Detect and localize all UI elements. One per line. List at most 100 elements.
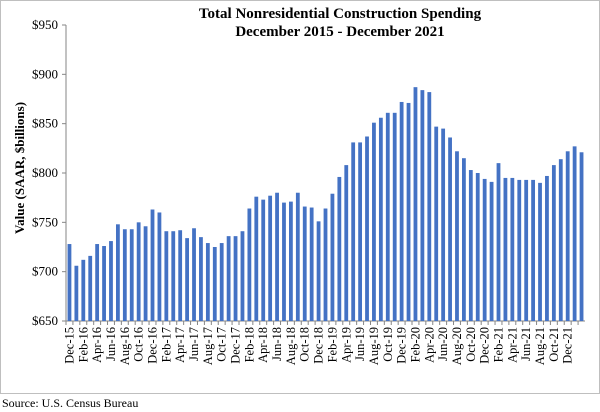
chart-title-line1: Total Nonresidential Construction Spendi…: [198, 6, 482, 22]
bar-Mar-16: [88, 255, 93, 321]
bar-Apr-19: [344, 165, 349, 321]
x-tick-label: Oct-20: [464, 327, 478, 362]
bar-Feb-21: [496, 163, 501, 321]
bar-Feb-17: [164, 231, 169, 321]
bar-May-18: [268, 195, 273, 321]
bar-Mar-20: [420, 90, 425, 322]
bar-Aug-21: [538, 182, 542, 321]
bar-Jul-16: [115, 224, 120, 321]
bar-Oct-20: [468, 170, 473, 321]
bar-Apr-17: [178, 230, 183, 321]
x-tick-label: Jun-21: [519, 327, 533, 361]
x-tick-label: Jun-18: [270, 327, 284, 361]
y-tick-label: $650: [32, 313, 58, 328]
x-tick-label: Apr-18: [256, 327, 270, 363]
x-tick-label: Aug-18: [284, 327, 298, 365]
x-tick-label: Feb-20: [408, 327, 422, 362]
x-tick-label: Apr-17: [173, 327, 187, 363]
bar-May-19: [351, 142, 356, 321]
bar-Mar-18: [254, 196, 259, 321]
bar-undefined: [572, 146, 577, 321]
x-tick-label: Apr-21: [505, 327, 519, 363]
bar-Sep-16: [129, 229, 134, 321]
bar-Nov-19: [392, 112, 397, 322]
y-tick-label: $900: [32, 66, 58, 81]
bar-Jun-20: [441, 128, 446, 321]
bar-Dec-18: [316, 221, 321, 321]
bar-Aug-19: [372, 122, 376, 322]
x-tick-label: Jun-16: [104, 327, 118, 361]
x-tick-label: Oct-17: [215, 327, 229, 362]
x-tick-label: Feb-21: [492, 327, 506, 362]
bar-Aug-18: [288, 201, 293, 321]
x-tick-label: Aug-19: [367, 327, 381, 365]
y-tick-label: $850: [32, 116, 58, 131]
x-tick-label: Dec-18: [312, 327, 326, 364]
x-tick-label: Oct-19: [381, 327, 395, 362]
y-tick-label: $700: [32, 264, 58, 279]
x-tick-label: Dec-21: [561, 327, 575, 364]
bar-Feb-20: [413, 87, 418, 321]
bar-Mar-19: [337, 176, 342, 321]
x-tick-label: Dec-16: [146, 327, 160, 364]
y-tick-label: $750: [32, 214, 58, 229]
x-tick-label: Jun-19: [353, 327, 367, 361]
x-tick-label: Oct-21: [547, 327, 561, 362]
bar-May-20: [434, 126, 439, 321]
bar-Oct-16: [136, 222, 141, 321]
bar-Nov-20: [475, 173, 480, 321]
bar-Oct-19: [385, 112, 390, 322]
bar-undefined: [579, 152, 584, 321]
y-tick-label: $950: [32, 17, 58, 32]
bar-Feb-18: [247, 208, 252, 321]
bar-Dec-17: [233, 236, 238, 321]
bar-Apr-20: [427, 92, 432, 322]
y-tick-label: $800: [32, 165, 58, 180]
bar-Jul-19: [365, 136, 369, 321]
bar-Jun-18: [275, 192, 279, 321]
bar-Nov-17: [226, 236, 231, 321]
x-tick-label: Aug-20: [450, 327, 464, 365]
x-tick-label: Jun-20: [436, 327, 450, 361]
bar-Jul-21: [531, 179, 536, 321]
bar-Sep-19: [378, 117, 383, 321]
bar-Jul-20: [448, 137, 452, 321]
chart-subtitle: December 2015 - December 2021: [235, 24, 445, 40]
bar-Jun-17: [192, 228, 196, 321]
x-tick-label: Oct-18: [298, 327, 312, 362]
bar-Sep-17: [212, 247, 217, 321]
bar-Nov-21: [558, 159, 563, 321]
bar-May-21: [517, 179, 522, 321]
x-tick-label: Feb-18: [242, 327, 256, 362]
bar-Dec-20: [482, 178, 487, 321]
bar-Aug-16: [122, 229, 127, 321]
bar-Jan-17: [157, 212, 162, 321]
bar-Sep-20: [461, 158, 466, 321]
bar-Nov-18: [309, 207, 314, 321]
bar-Dec-15: [67, 244, 72, 321]
bar-Jun-16: [109, 241, 113, 321]
bar-Jan-19: [323, 208, 328, 321]
x-tick-label: Dec-19: [395, 327, 409, 364]
bar-Jan-18: [240, 231, 245, 321]
bar-Jan-21: [489, 181, 494, 321]
x-tick-label: Aug-17: [201, 327, 215, 365]
bar-Sep-21: [545, 175, 549, 321]
bar-Aug-20: [455, 151, 459, 321]
bar-Oct-17: [219, 243, 224, 321]
bar-Jun-19: [358, 142, 363, 321]
bar-Mar-17: [171, 231, 176, 321]
bar-Jul-17: [199, 237, 203, 321]
bar-Dec-21: [565, 151, 570, 321]
bar-Dec-19: [399, 101, 404, 322]
bar-Jan-16: [74, 265, 79, 321]
bar-Jan-20: [406, 102, 411, 322]
bar-Sep-18: [295, 192, 300, 321]
x-tick-label: Aug-16: [118, 327, 132, 365]
bar-Feb-19: [330, 193, 335, 321]
bar-Jul-18: [282, 202, 286, 321]
x-tick-label: Dec-15: [62, 327, 76, 364]
bar-Mar-21: [503, 177, 508, 321]
x-tick-label: Aug-21: [533, 327, 547, 365]
